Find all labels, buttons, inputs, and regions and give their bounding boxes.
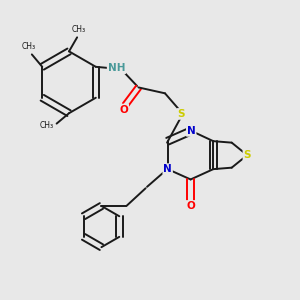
Text: CH₃: CH₃ <box>22 43 36 52</box>
Text: O: O <box>186 201 195 211</box>
Text: N: N <box>163 164 172 174</box>
Text: O: O <box>119 104 128 115</box>
Text: S: S <box>243 150 251 160</box>
Text: N: N <box>187 126 196 136</box>
Text: CH₃: CH₃ <box>71 26 86 34</box>
Text: S: S <box>177 109 185 119</box>
Text: NH: NH <box>108 63 125 73</box>
Text: CH₃: CH₃ <box>40 121 54 130</box>
